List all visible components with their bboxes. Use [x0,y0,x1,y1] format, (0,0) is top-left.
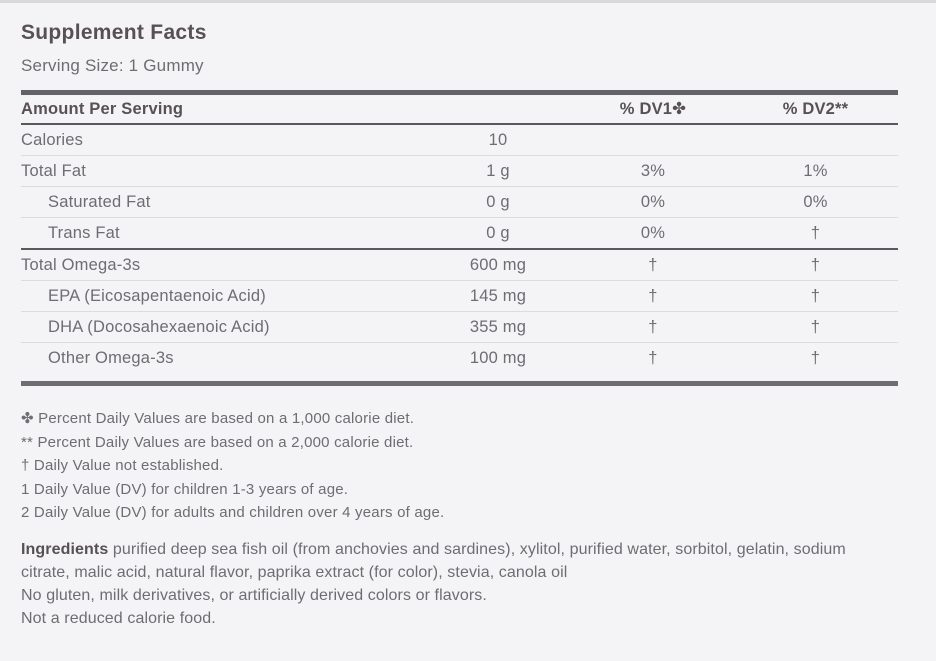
ingredients-line: Ingredients purified deep sea fish oil (… [21,538,898,584]
footnote-dv-not-established: † Daily Value not established. [21,457,224,474]
nutrient-name: DHA (Docosahexaenoic Acid) [48,317,270,336]
nutrient-dv1: 3% [640,161,666,180]
nutrient-name: Calories [21,130,84,149]
nutrient-dv2: † [810,255,821,274]
nutrient-amount: 100 mg [469,348,527,367]
nutrient-amount: 145 mg [469,286,527,305]
nutrient-dv1: † [648,255,658,274]
footnote-dv-children: 1 Daily Value (DV) for children 1-3 year… [21,480,349,498]
table-row-total-fat: Total Fat 1 g 3% 1% [21,156,898,187]
table-row-trans-fat: Trans Fat 0 g 0% † [21,218,898,250]
ingredients-list: purified deep sea fish oil (from anchovi… [21,540,846,581]
nutrient-name: Other Omega-3s [48,348,174,367]
nutrient-name: Trans Fat [48,223,120,242]
nutrient-dv2: 0% [803,192,828,211]
nutrition-table: Amount Per Serving % DV1✤ % DV2** Calori… [21,90,898,386]
header-dv1: % DV1✤ [619,100,687,118]
nutrient-dv2: † [810,317,821,336]
nutrient-amount: 600 mg [469,255,527,274]
nutrient-amount: 10 [488,130,508,149]
nutrient-dv1: † [648,286,658,305]
nutrient-amount: 355 mg [469,317,527,336]
page-title: Supplement Facts [21,21,207,44]
nutrient-dv1: 0% [640,223,666,242]
serving-size-text: Serving Size: 1 Gummy [21,56,204,75]
ingredients-label: Ingredients [21,540,109,558]
nutrient-name: Total Fat [21,161,87,180]
footnote-dv2-basis: ** Percent Daily Values are based on a 2… [21,433,414,451]
table-row-saturated-fat: Saturated Fat 0 g 0% 0% [21,187,898,218]
nutrient-name: Saturated Fat [48,192,151,211]
footnote-dv1-basis: ✤ Percent Daily Values are based on a 1,… [21,410,415,427]
not-reduced-calorie-statement: Not a reduced calorie food. [21,609,216,627]
nutrient-dv1: † [648,348,658,367]
nutrient-dv1: 0% [640,192,666,211]
header-amount-per-serving: Amount Per Serving [21,99,184,118]
table-row-other-omega-3s: Other Omega-3s 100 mg † † [21,343,898,373]
nutrient-name: EPA (Eicosapentaenoic Acid) [48,286,266,305]
header-dv2: % DV2** [782,99,849,118]
supplement-facts-label: Supplement Facts Serving Size: 1 Gummy A… [21,19,898,630]
footnotes-section: ✤ Percent Daily Values are based on a 1,… [21,407,898,525]
table-row-calories: Calories 10 [21,125,898,156]
nutrient-dv2: † [810,348,821,367]
no-gluten-statement: No gluten, milk derivatives, or artifici… [21,586,487,604]
nutrient-dv2: 1% [803,161,828,180]
table-header-row: Amount Per Serving % DV1✤ % DV2** [21,95,898,125]
nutrient-dv2: † [810,223,821,242]
table-row-total-omega-3s: Total Omega-3s 600 mg † † [21,250,898,281]
nutrient-amount: 0 g [486,192,510,211]
nutrient-amount: 0 g [486,223,510,242]
nutrient-dv2: † [810,286,821,305]
table-row-dha: DHA (Docosahexaenoic Acid) 355 mg † † [21,312,898,343]
table-row-epa: EPA (Eicosapentaenoic Acid) 145 mg † † [21,281,898,312]
ingredients-section: Ingredients purified deep sea fish oil (… [21,538,898,630]
nutrient-name: Total Omega-3s [21,255,141,274]
nutrient-amount: 1 g [486,161,510,180]
nutrient-dv1: † [648,317,658,336]
footnote-dv-adults: 2 Daily Value (DV) for adults and childr… [21,504,445,521]
